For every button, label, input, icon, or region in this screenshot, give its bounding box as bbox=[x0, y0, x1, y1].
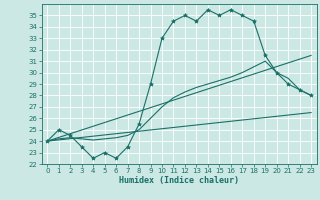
X-axis label: Humidex (Indice chaleur): Humidex (Indice chaleur) bbox=[119, 176, 239, 185]
